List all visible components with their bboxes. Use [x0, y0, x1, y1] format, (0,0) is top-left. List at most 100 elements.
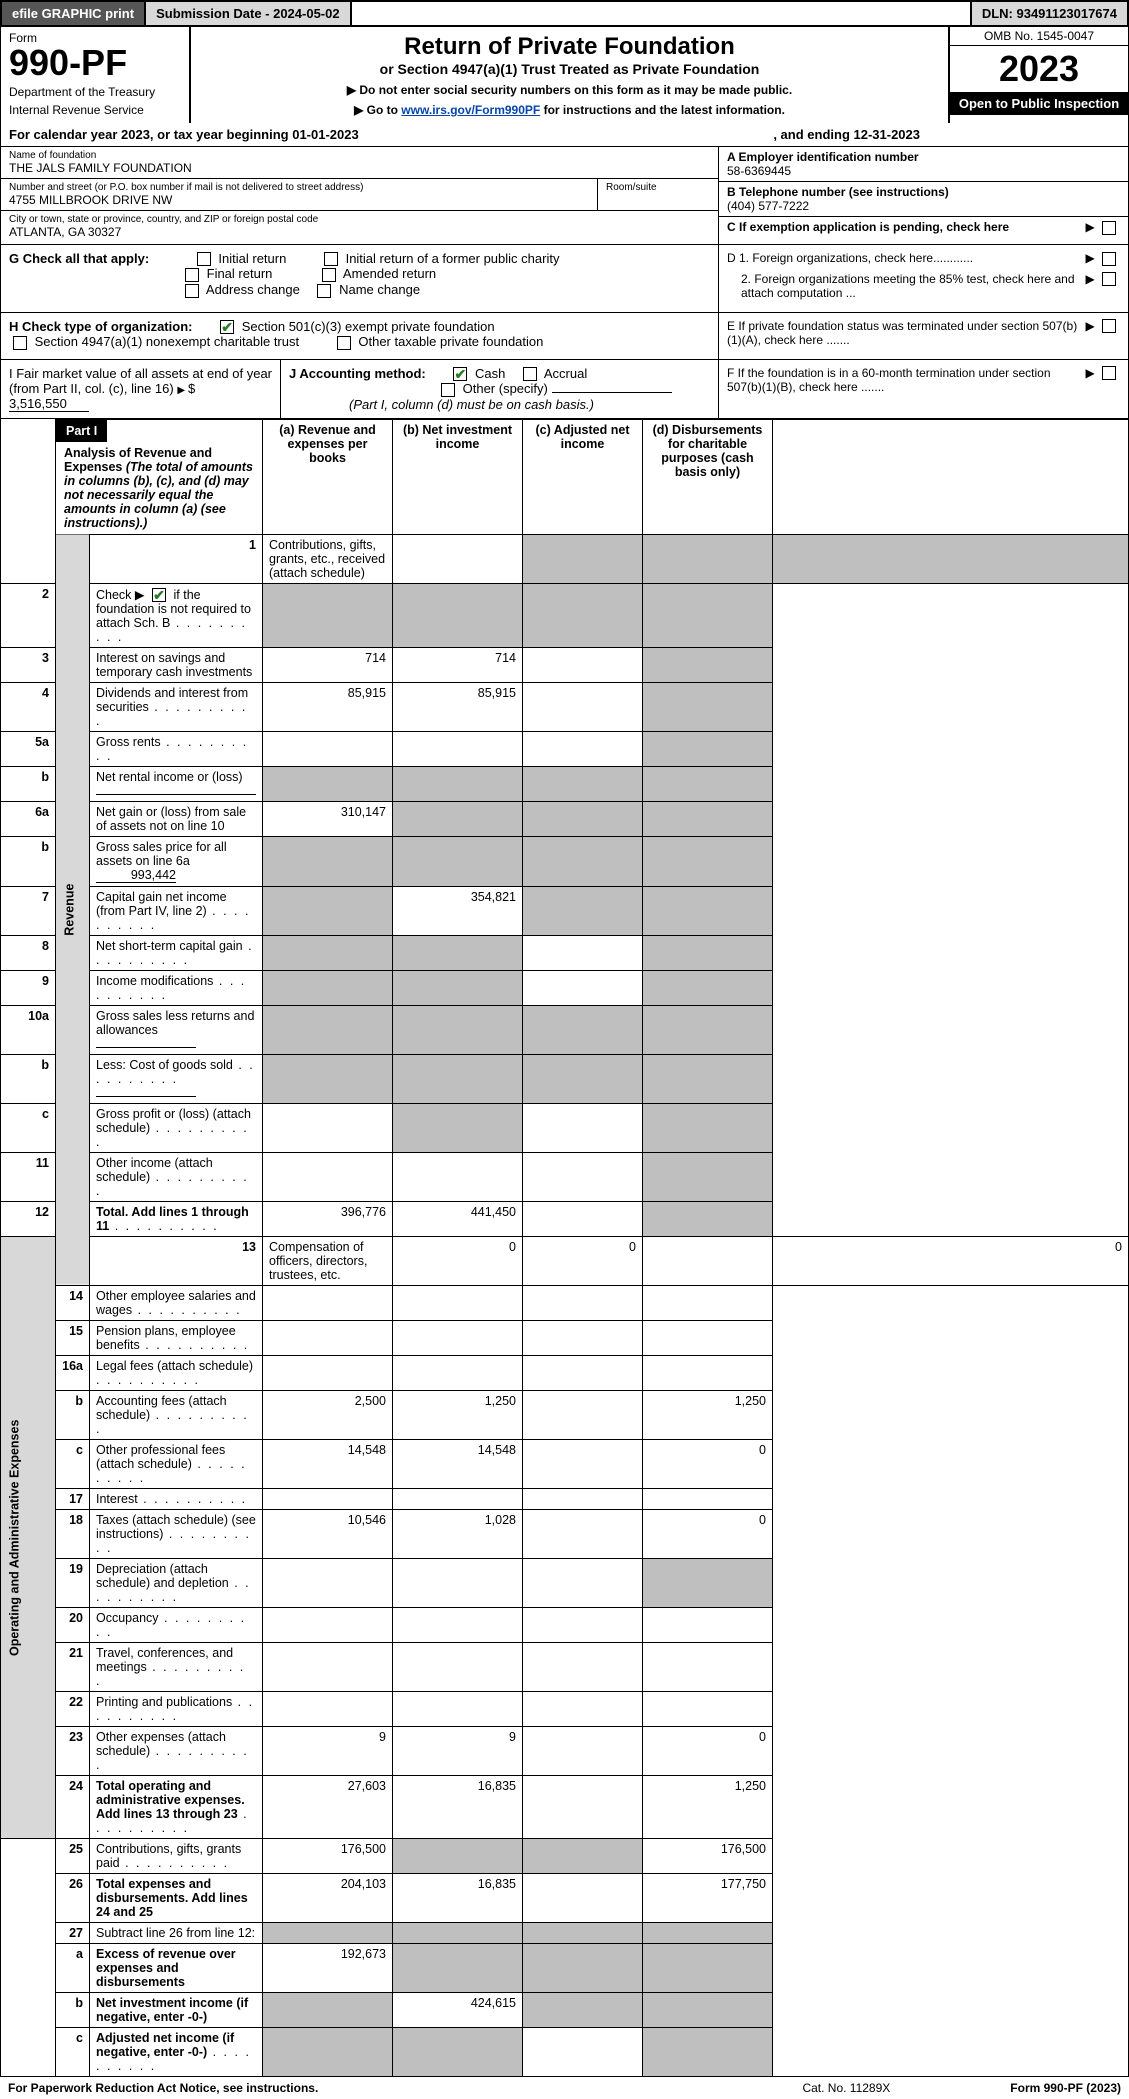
lineno: 20 [56, 1608, 90, 1643]
line-desc: Other income (attach schedule) [90, 1153, 263, 1202]
fmv-value: 3,516,550 [9, 396, 89, 412]
cell-value: 1,250 [643, 1776, 773, 1839]
line-desc: Income modifications [90, 971, 263, 1006]
line-desc: Other expenses (attach schedule) [90, 1727, 263, 1776]
row-18: 18Taxes (attach schedule) (see instructi… [1, 1510, 1129, 1559]
cell-value: 441,450 [393, 1202, 523, 1237]
lineno: 25 [56, 1839, 90, 1874]
checkbox-amended[interactable] [322, 268, 336, 282]
goto-pre: ▶ Go to [354, 103, 401, 117]
checkbox-d2[interactable] [1102, 272, 1116, 286]
lineno: 9 [1, 971, 56, 1006]
row-22: 22Printing and publications [1, 1692, 1129, 1727]
checkbox-initial-return[interactable] [197, 252, 211, 266]
g-address: Address change [206, 282, 300, 297]
tax-year: 2023 [950, 46, 1128, 92]
row-1: Revenue 1 Contributions, gifts, grants, … [1, 534, 1129, 583]
i-label: I Fair market value of all assets at end… [9, 366, 272, 396]
checkbox-cash[interactable] [453, 367, 467, 381]
efile-button[interactable]: efile GRAPHIC print [2, 2, 146, 25]
row-17: 17Interest [1, 1489, 1129, 1510]
form-number: 990-PF [9, 45, 181, 81]
foundation-name: THE JALS FAMILY FOUNDATION [9, 161, 710, 175]
d1-label: D 1. Foreign organizations, check here..… [727, 251, 1085, 265]
blank-corner [1, 419, 56, 583]
checkbox-other-method[interactable] [441, 383, 455, 397]
info-right: A Employer identification number 58-6369… [718, 147, 1128, 244]
lineno: 21 [56, 1643, 90, 1692]
line-desc: Contributions, gifts, grants paid [90, 1839, 263, 1874]
cell-value: 396,776 [263, 1202, 393, 1237]
row-25: 25Contributions, gifts, grants paid176,5… [1, 1839, 1129, 1874]
row-20: 20Occupancy [1, 1608, 1129, 1643]
d2-label: 2. Foreign organizations meeting the 85%… [727, 272, 1085, 300]
j-label: J Accounting method: [289, 366, 426, 381]
checkbox-d1[interactable] [1102, 252, 1116, 266]
col-d-header: (d) Disbursements for charitable purpose… [643, 419, 773, 534]
city-label: City or town, state or province, country… [9, 214, 710, 225]
line-desc: Gross sales price for all assets on line… [90, 837, 263, 887]
line-desc: Net investment income (if negative, ente… [90, 1993, 263, 2028]
checkbox-accrual[interactable] [523, 367, 537, 381]
lineno: 17 [56, 1489, 90, 1510]
checkbox-c[interactable] [1102, 221, 1116, 235]
cell-value: 27,603 [263, 1776, 393, 1839]
cell-value: 16,835 [393, 1776, 523, 1839]
form-subtitle: or Section 4947(a)(1) Trust Treated as P… [201, 61, 938, 77]
checkbox-schb[interactable] [152, 588, 166, 602]
checkbox-final-return[interactable] [185, 268, 199, 282]
other-specify-line [552, 392, 672, 393]
cell-value: 14,548 [393, 1440, 523, 1489]
name-cell: Name of foundation THE JALS FAMILY FOUND… [1, 147, 718, 179]
cell-value: 85,915 [263, 683, 393, 732]
form990pf-link[interactable]: www.irs.gov/Form990PF [401, 103, 540, 117]
cell-value: 9 [263, 1727, 393, 1776]
lineno: 18 [56, 1510, 90, 1559]
row-27a: aExcess of revenue over expenses and dis… [1, 1944, 1129, 1993]
ein-cell: A Employer identification number 58-6369… [719, 147, 1128, 182]
checkbox-initial-former[interactable] [324, 252, 338, 266]
h-opt3: Other taxable private foundation [358, 334, 543, 349]
checkbox-name-change[interactable] [317, 284, 331, 298]
cell-value: 714 [263, 648, 393, 683]
line-desc: Other professional fees (attach schedule… [90, 1440, 263, 1489]
lineno: 5a [1, 732, 56, 767]
line-desc: Travel, conferences, and meetings [90, 1643, 263, 1692]
checkbox-address-change[interactable] [185, 284, 199, 298]
open-to-public: Open to Public Inspection [950, 92, 1128, 115]
row-g-d: G Check all that apply: Initial return I… [0, 245, 1129, 313]
cell-value: 204,103 [263, 1874, 393, 1923]
checkbox-501c3[interactable] [220, 320, 234, 334]
row-10a: 10a Gross sales less returns and allowan… [1, 1006, 1129, 1055]
lineno: b [56, 1993, 90, 2028]
line-desc: Total operating and administrative expen… [90, 1776, 263, 1839]
row-6b: b Gross sales price for all assets on li… [1, 837, 1129, 887]
line-desc: Occupancy [90, 1608, 263, 1643]
part1-badge: Part I [56, 420, 107, 442]
ein-label: A Employer identification number [727, 150, 1120, 164]
checkbox-f[interactable] [1102, 366, 1116, 380]
cell-value: 0 [643, 1510, 773, 1559]
lineno: 2 [1, 583, 56, 648]
tel-cell: B Telephone number (see instructions) (4… [719, 182, 1128, 217]
row-2: 2 Check ▶ if the foundation is not requi… [1, 583, 1129, 648]
line-desc: Check ▶ if the foundation is not require… [90, 583, 263, 648]
checkbox-4947a1[interactable] [13, 336, 27, 350]
row-19: 19Depreciation (attach schedule) and dep… [1, 1559, 1129, 1608]
lineno: 23 [56, 1727, 90, 1776]
checkbox-other-taxable[interactable] [337, 336, 351, 350]
row-21: 21Travel, conferences, and meetings [1, 1643, 1129, 1692]
info-left: Name of foundation THE JALS FAMILY FOUND… [1, 147, 718, 244]
irs-label: Internal Revenue Service [9, 103, 181, 117]
row-16b: bAccounting fees (attach schedule)2,5001… [1, 1391, 1129, 1440]
tel-value: (404) 577-7222 [727, 199, 1120, 213]
row-23: 23Other expenses (attach schedule)990 [1, 1727, 1129, 1776]
line-desc: Accounting fees (attach schedule) [90, 1391, 263, 1440]
name-label: Name of foundation [9, 150, 710, 161]
expenses-label: Operating and Administrative Expenses [1, 1237, 56, 1839]
row-h-e: H Check type of organization: Section 50… [0, 313, 1129, 360]
checkbox-e[interactable] [1102, 319, 1116, 333]
lineno: b [1, 1055, 56, 1104]
ein-value: 58-6369445 [727, 164, 1120, 178]
row-14: 14Other employee salaries and wages [1, 1286, 1129, 1321]
